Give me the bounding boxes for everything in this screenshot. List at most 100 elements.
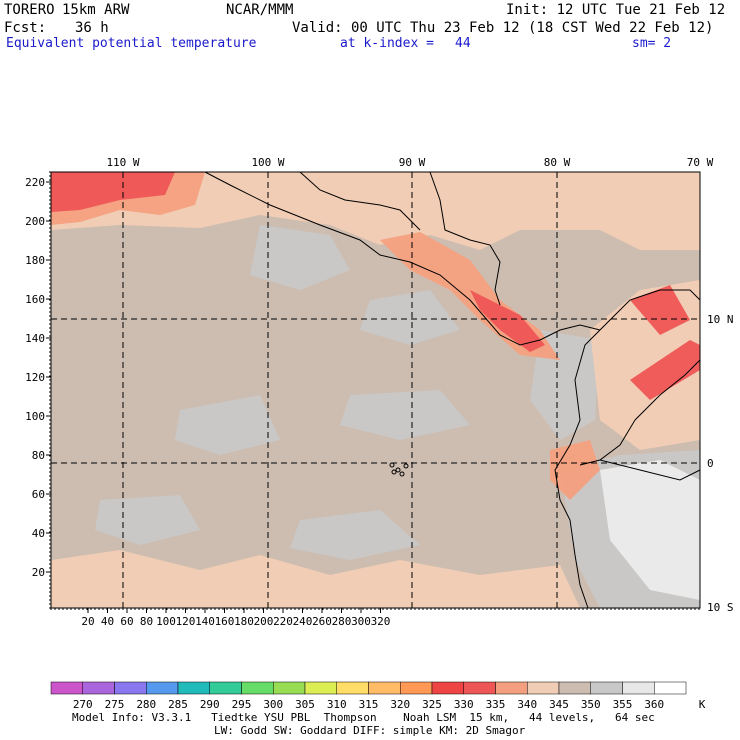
valid-time: Valid: 00 UTC Thu 23 Feb 12 (18 CST Wed … bbox=[292, 20, 714, 36]
latitude-label: 0 bbox=[707, 457, 714, 470]
field-patch bbox=[630, 285, 690, 335]
colorbar-level-label: 350 bbox=[581, 698, 601, 711]
longitude-label: 80 W bbox=[544, 156, 571, 169]
colorbar-unit-label: K bbox=[699, 698, 706, 711]
colorbar-swatch bbox=[400, 681, 433, 695]
coastline bbox=[299, 171, 421, 231]
colorbar-swatch bbox=[177, 681, 210, 695]
x-tick-label: 80 bbox=[140, 615, 153, 628]
y-tick-label: 180 bbox=[25, 254, 45, 267]
smoothing-label: sm= 2 bbox=[632, 36, 672, 51]
y-tick-label: 80 bbox=[32, 449, 45, 462]
x-tick-label: 280 bbox=[332, 615, 352, 628]
forecast-hours: 36 h bbox=[75, 20, 109, 36]
coastline bbox=[554, 329, 601, 609]
colorbar-swatch bbox=[654, 681, 687, 695]
y-tick-label: 120 bbox=[25, 371, 45, 384]
colorbar-swatch bbox=[368, 681, 401, 695]
colorbar-level-label: 300 bbox=[263, 698, 283, 711]
colorbar-level-label: 340 bbox=[517, 698, 537, 711]
colorbar-level-label: 325 bbox=[422, 698, 442, 711]
field-patch bbox=[51, 172, 175, 212]
forecast-label: Fcst: bbox=[4, 20, 47, 36]
model-info-line2: LW: Godd SW: Goddard DIFF: simple KM: 2D… bbox=[214, 724, 526, 737]
latitude-label: 10 S bbox=[707, 601, 734, 614]
colorbar-swatch bbox=[527, 681, 560, 695]
theta-e-field bbox=[51, 172, 700, 608]
x-tick-label: 300 bbox=[351, 615, 371, 628]
y-tick-label: 160 bbox=[25, 293, 45, 306]
field-patch bbox=[630, 340, 700, 400]
longitude-label: 110 W bbox=[106, 156, 139, 169]
x-tick-label: 160 bbox=[215, 615, 235, 628]
level-value: 44 bbox=[455, 36, 471, 51]
colorbar-swatch bbox=[590, 681, 623, 695]
colorbar-swatch bbox=[463, 681, 496, 695]
coastline bbox=[429, 171, 501, 306]
field-patch bbox=[250, 225, 350, 290]
colorbar-level-label: 320 bbox=[390, 698, 410, 711]
field-patch bbox=[175, 395, 280, 455]
longitude-label: 100 W bbox=[251, 156, 284, 169]
field-patch bbox=[360, 290, 460, 345]
field-title: Equivalent potential temperature bbox=[6, 36, 257, 51]
field-patch bbox=[600, 460, 700, 600]
org-label: NCAR/MMM bbox=[226, 2, 294, 18]
axis-ticks: 20 40 60 80 100 120 140 160 180 200 220 240 260 280 30… bbox=[25, 156, 733, 628]
x-tick-label: 40 bbox=[101, 615, 114, 628]
colorbar-level-label: 335 bbox=[486, 698, 506, 711]
field-patch bbox=[51, 550, 580, 608]
colorbar-swatch bbox=[336, 681, 369, 695]
colorbar-level-label: 270 bbox=[73, 698, 93, 711]
colorbar-level-label: 330 bbox=[454, 698, 474, 711]
x-tick-label: 240 bbox=[293, 615, 313, 628]
colorbar-swatch bbox=[304, 681, 337, 695]
colorbar-level-label: 295 bbox=[232, 698, 252, 711]
latitude-label: 10 N bbox=[707, 313, 734, 326]
y-tick-label: 20 bbox=[32, 566, 45, 579]
level-label: at k-index = bbox=[340, 36, 434, 51]
y-tick-label: 220 bbox=[25, 176, 45, 189]
field-patch bbox=[95, 495, 200, 545]
field-patch bbox=[470, 290, 545, 352]
field-patch bbox=[550, 440, 600, 500]
init-time: Init: 12 UTC Tue 21 Feb 12 bbox=[506, 2, 726, 18]
x-tick-label: 20 bbox=[81, 615, 94, 628]
colorbar-level-label: 280 bbox=[136, 698, 156, 711]
island bbox=[395, 467, 401, 473]
y-tick-label: 40 bbox=[32, 527, 45, 540]
field-patch bbox=[340, 390, 470, 440]
colorbar-swatch bbox=[495, 681, 528, 695]
colorbar-level-label: 355 bbox=[613, 698, 633, 711]
x-tick-label: 260 bbox=[312, 615, 332, 628]
colorbar-level-label: 310 bbox=[327, 698, 347, 711]
colorbar-swatch bbox=[273, 681, 306, 695]
model-info-line1: Model Info: V3.3.1 Tiedtke YSU PBL Thomp… bbox=[72, 711, 655, 724]
colorbar-swatch bbox=[431, 681, 464, 695]
island bbox=[403, 463, 409, 469]
field-patch bbox=[51, 172, 700, 250]
y-tick-label: 200 bbox=[25, 215, 45, 228]
y-tick-label: 100 bbox=[25, 410, 45, 423]
longitude-label: 70 W bbox=[687, 156, 714, 169]
colorbar-level-label: 285 bbox=[168, 698, 188, 711]
colorbar-swatch bbox=[558, 681, 591, 695]
x-tick-label: 100 bbox=[156, 615, 176, 628]
field-patch bbox=[290, 510, 420, 560]
coastline bbox=[599, 459, 701, 481]
x-tick-label: 60 bbox=[120, 615, 133, 628]
x-tick-label: 200 bbox=[254, 615, 274, 628]
x-tick-label: 140 bbox=[195, 615, 215, 628]
colorbar: 270 275 280 285 290 295 300 305 310 315 320 325 330 3… bbox=[50, 681, 706, 711]
colorbar-swatch bbox=[50, 681, 83, 695]
colorbar-swatch bbox=[82, 681, 115, 695]
coastlines bbox=[204, 171, 701, 609]
colorbar-swatch bbox=[114, 681, 147, 695]
colorbar-level-label: 290 bbox=[200, 698, 220, 711]
x-tick-label: 220 bbox=[273, 615, 293, 628]
colorbar-level-label: 275 bbox=[105, 698, 125, 711]
x-tick-label: 180 bbox=[234, 615, 254, 628]
resolution: 15km ARW bbox=[62, 2, 130, 18]
island bbox=[399, 471, 405, 477]
